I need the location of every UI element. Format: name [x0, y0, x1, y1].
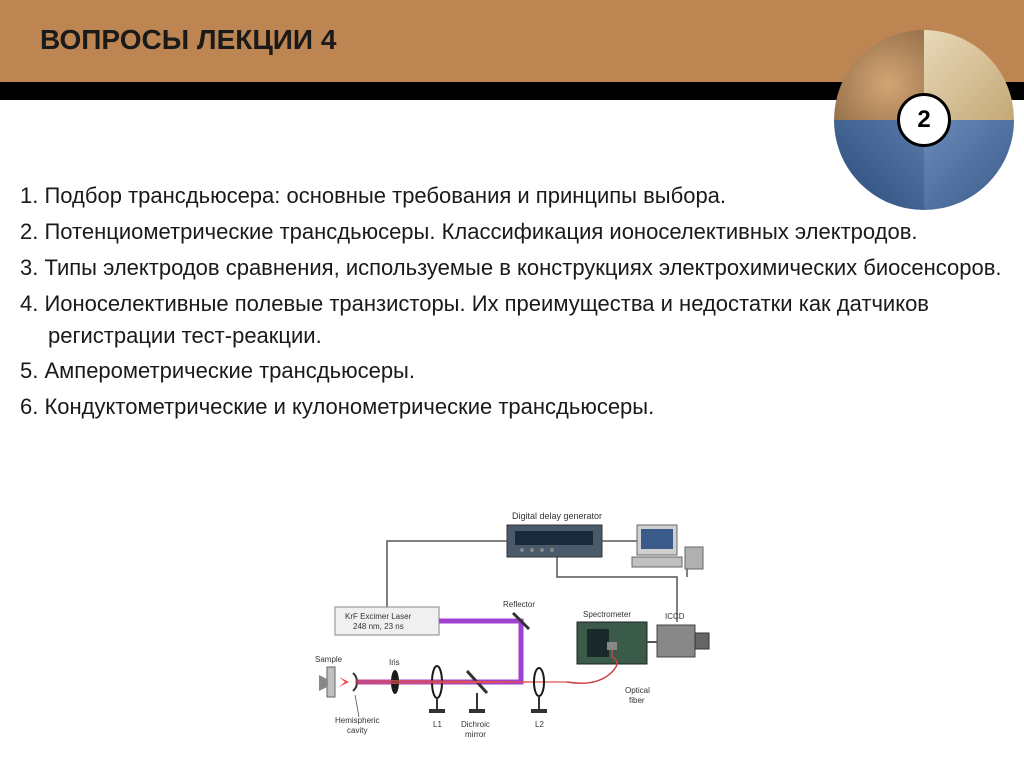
diagram-label-mirror: mirror: [465, 730, 486, 739]
diagram-label-l2: L2: [535, 720, 544, 729]
list-item: Типы электродов сравнения, используемые …: [20, 252, 1004, 284]
diagram-label-iris: Iris: [389, 658, 400, 667]
diagram-label-laser: KrF Excimer Laser: [345, 612, 412, 621]
list-item: Ионоселективные полевые транзисторы. Их …: [20, 288, 1004, 352]
diagram-label-hemispheric: Hemispheric: [335, 716, 379, 725]
diagram-label-reflector: Reflector: [503, 600, 535, 609]
list-item: Амперометрические трансдьюсеры.: [20, 355, 1004, 387]
diagram-label-fiber: Optical: [625, 686, 650, 695]
diagram-label-laser-spec: 248 nm, 23 ns: [353, 622, 404, 631]
page-number: 2: [897, 93, 951, 147]
diagram-label-spectrometer: Spectrometer: [583, 610, 631, 619]
corner-graphic: 2: [834, 30, 1014, 210]
diagram-label-l1: L1: [433, 720, 442, 729]
list-item: Потенциометрические трансдьюсеры. Класси…: [20, 216, 1004, 248]
diagram-label-dichroic: Dichroic: [461, 720, 490, 729]
diagram-label-cavity: cavity: [347, 726, 367, 735]
diagram-label-sample: Sample: [315, 655, 343, 664]
diagram-label-iccd: ICCD: [665, 612, 685, 621]
diagram-label-generator: Digital delay generator: [512, 511, 602, 521]
list-item: Кондуктометрические и кулонометрические …: [20, 391, 1004, 423]
experimental-setup-diagram: Digital delay generator KrF Excimer Lase…: [267, 507, 757, 747]
lecture-questions-list: Подбор трансдьюсера: основные требования…: [20, 180, 1004, 423]
diagram-label-fiber2: fiber: [629, 696, 645, 705]
